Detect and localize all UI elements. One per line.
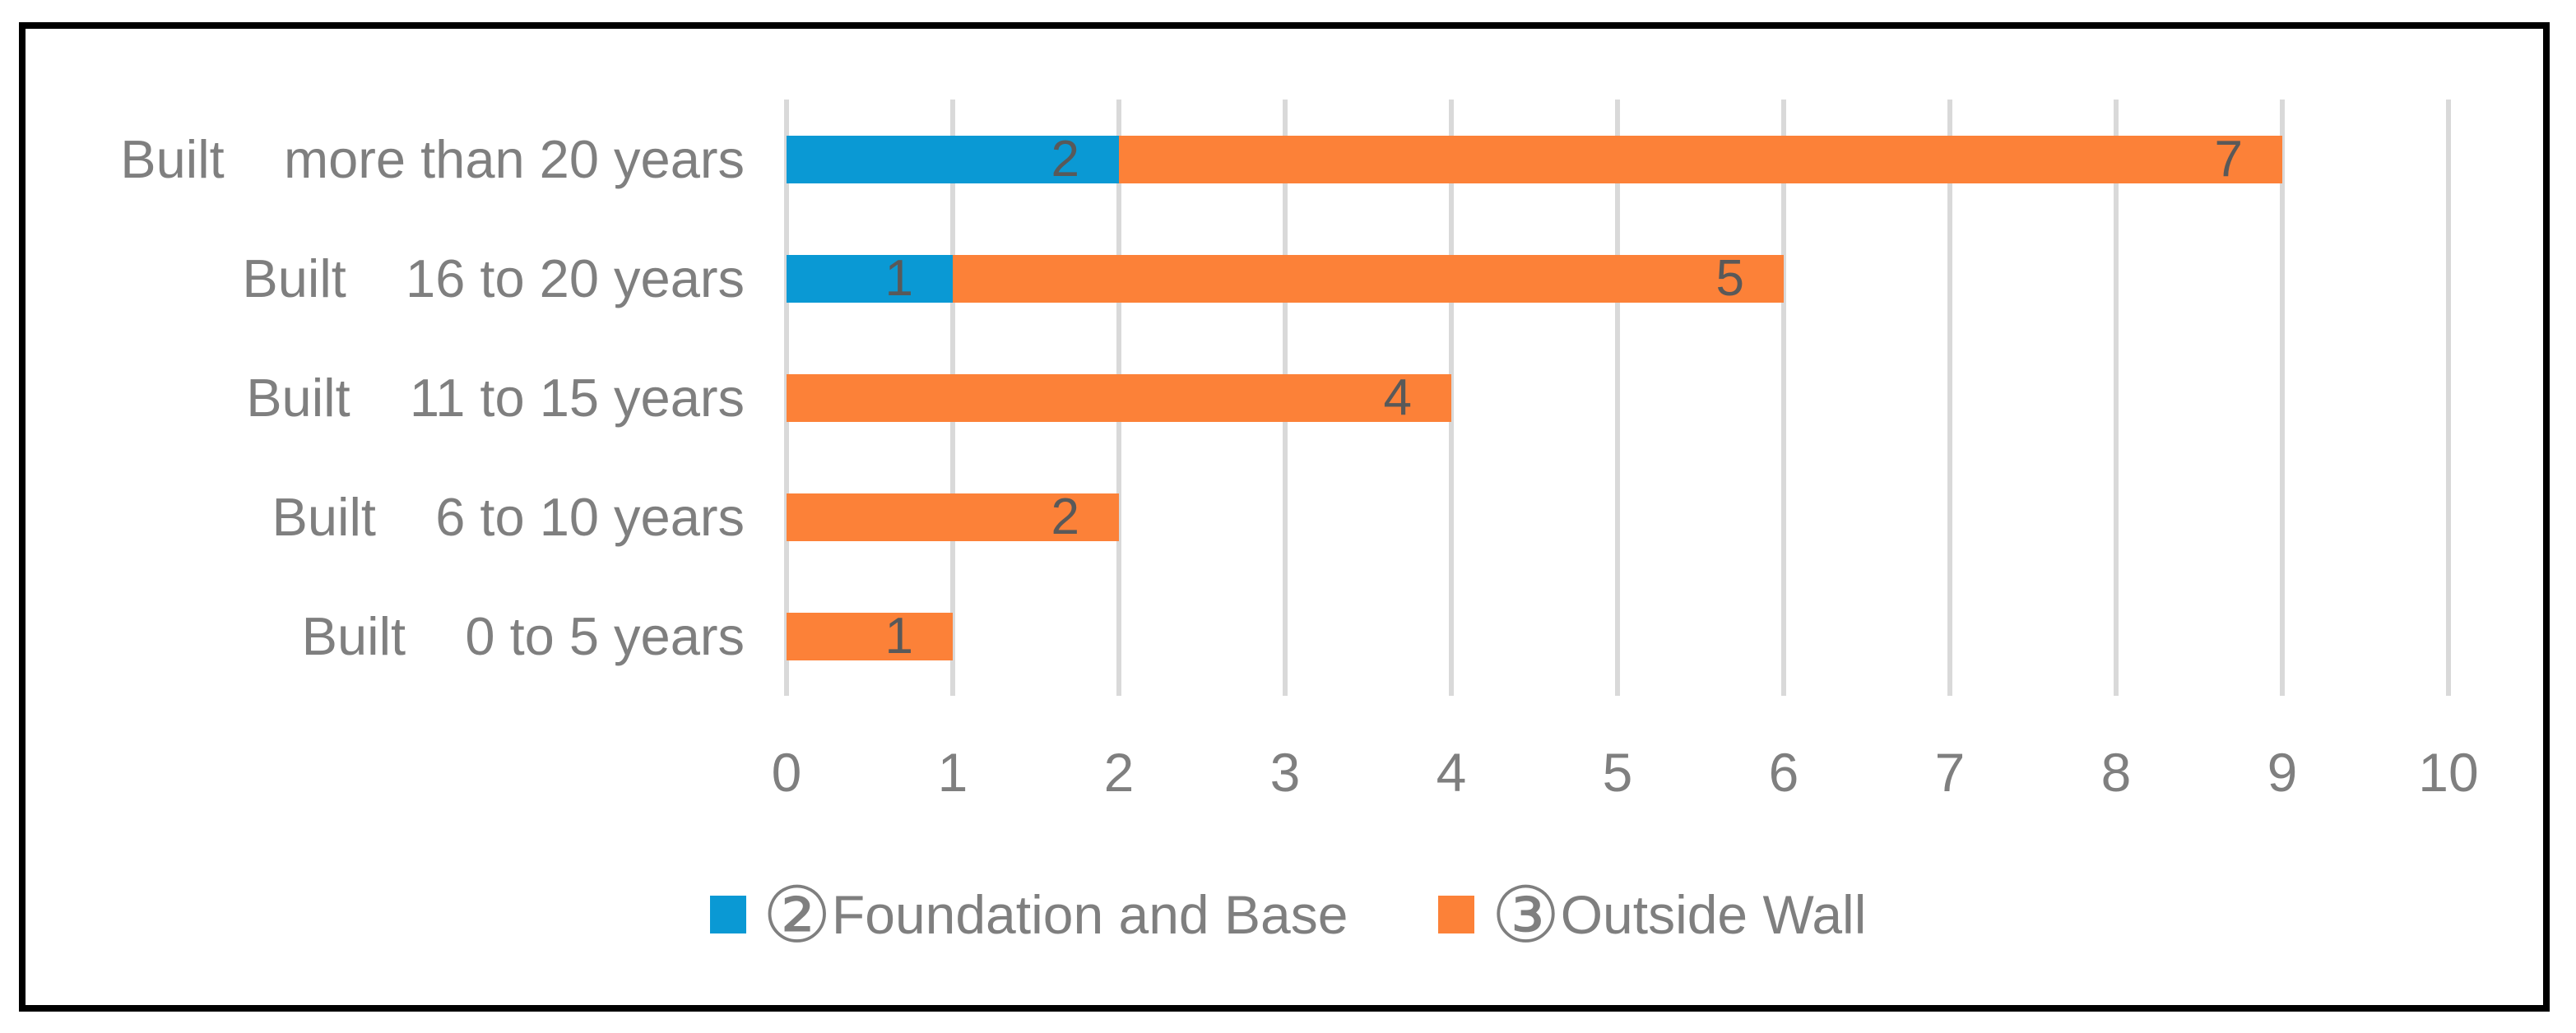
legend: ② Foundation and Base ③ Outside Wall: [0, 873, 2576, 956]
bar-data-label: 1: [884, 607, 913, 665]
bar-segment-outside-wall: [787, 373, 1451, 422]
x-tick-label: 3: [1269, 742, 1301, 803]
category-label: Built 11 to 15 years: [246, 367, 745, 428]
x-tick-label: 7: [1934, 742, 1966, 803]
x-tick-label: 9: [2267, 742, 2298, 803]
gridline: [1781, 100, 1786, 696]
bar-data-label: 5: [1715, 249, 1744, 307]
bar-data-label: 7: [2214, 130, 2243, 188]
gridline: [2280, 100, 2285, 696]
legend-item-foundation-and-base: ② Foundation and Base: [709, 872, 1348, 958]
bar-segment-outside-wall: [1119, 135, 2282, 183]
x-tick-label: 0: [771, 742, 802, 803]
x-tick-label: 4: [1436, 742, 1467, 803]
bar-segment-outside-wall: [787, 493, 1119, 541]
bar-data-label: 4: [1383, 368, 1412, 426]
category-label: Built more than 20 years: [120, 128, 745, 189]
x-tick-label: 5: [1602, 742, 1633, 803]
legend-label-outside-wall: Outside Wall: [1560, 884, 1867, 945]
legend-badge-3-icon: ③: [1491, 872, 1561, 958]
bar-data-label: 1: [884, 249, 913, 307]
category-label: Built 16 to 20 years: [242, 248, 745, 308]
x-tick-label: 1: [937, 742, 968, 803]
gridline: [2114, 100, 2119, 696]
gridline: [1449, 100, 1454, 696]
gridline: [1947, 100, 1952, 696]
legend-item-outside-wall: ③ Outside Wall: [1438, 872, 1867, 958]
category-label: Built 6 to 10 years: [272, 486, 745, 547]
bar-segment-outside-wall: [787, 612, 953, 660]
legend-swatch-outside-wall: [1438, 896, 1475, 933]
x-tick-label: 2: [1103, 742, 1135, 803]
x-tick-label: 6: [1768, 742, 1799, 803]
bar-segment-foundation-and-base: [787, 254, 953, 303]
category-label: Built 0 to 5 years: [301, 605, 745, 666]
bar-segment-outside-wall: [953, 254, 1784, 303]
x-tick-label: 8: [2100, 742, 2132, 803]
gridline: [1615, 100, 1620, 696]
bar-segment-foundation-and-base: [787, 135, 1119, 183]
x-tick-label: 10: [2418, 742, 2479, 803]
bar-data-label: 2: [1051, 130, 1079, 188]
legend-badge-2-icon: ②: [762, 872, 832, 958]
gridline: [2446, 100, 2451, 696]
bar-data-label: 2: [1051, 488, 1079, 545]
legend-label-foundation-and-base: Foundation and Base: [831, 884, 1348, 945]
legend-swatch-foundation-and-base: [709, 896, 746, 933]
